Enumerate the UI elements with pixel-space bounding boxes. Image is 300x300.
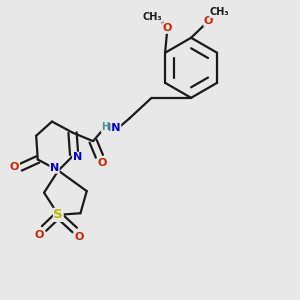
Text: H: H	[101, 122, 109, 132]
Text: O: O	[74, 232, 83, 242]
Text: CH₃: CH₃	[210, 8, 230, 17]
Text: HN: HN	[102, 123, 121, 133]
Text: O: O	[163, 23, 172, 33]
Text: O: O	[34, 230, 44, 240]
Text: CH₃: CH₃	[143, 12, 162, 22]
Text: N: N	[73, 152, 82, 162]
Text: O: O	[97, 158, 106, 168]
Text: S: S	[53, 208, 63, 221]
Text: O: O	[204, 16, 213, 26]
Text: N: N	[50, 163, 59, 173]
Text: O: O	[10, 162, 20, 172]
